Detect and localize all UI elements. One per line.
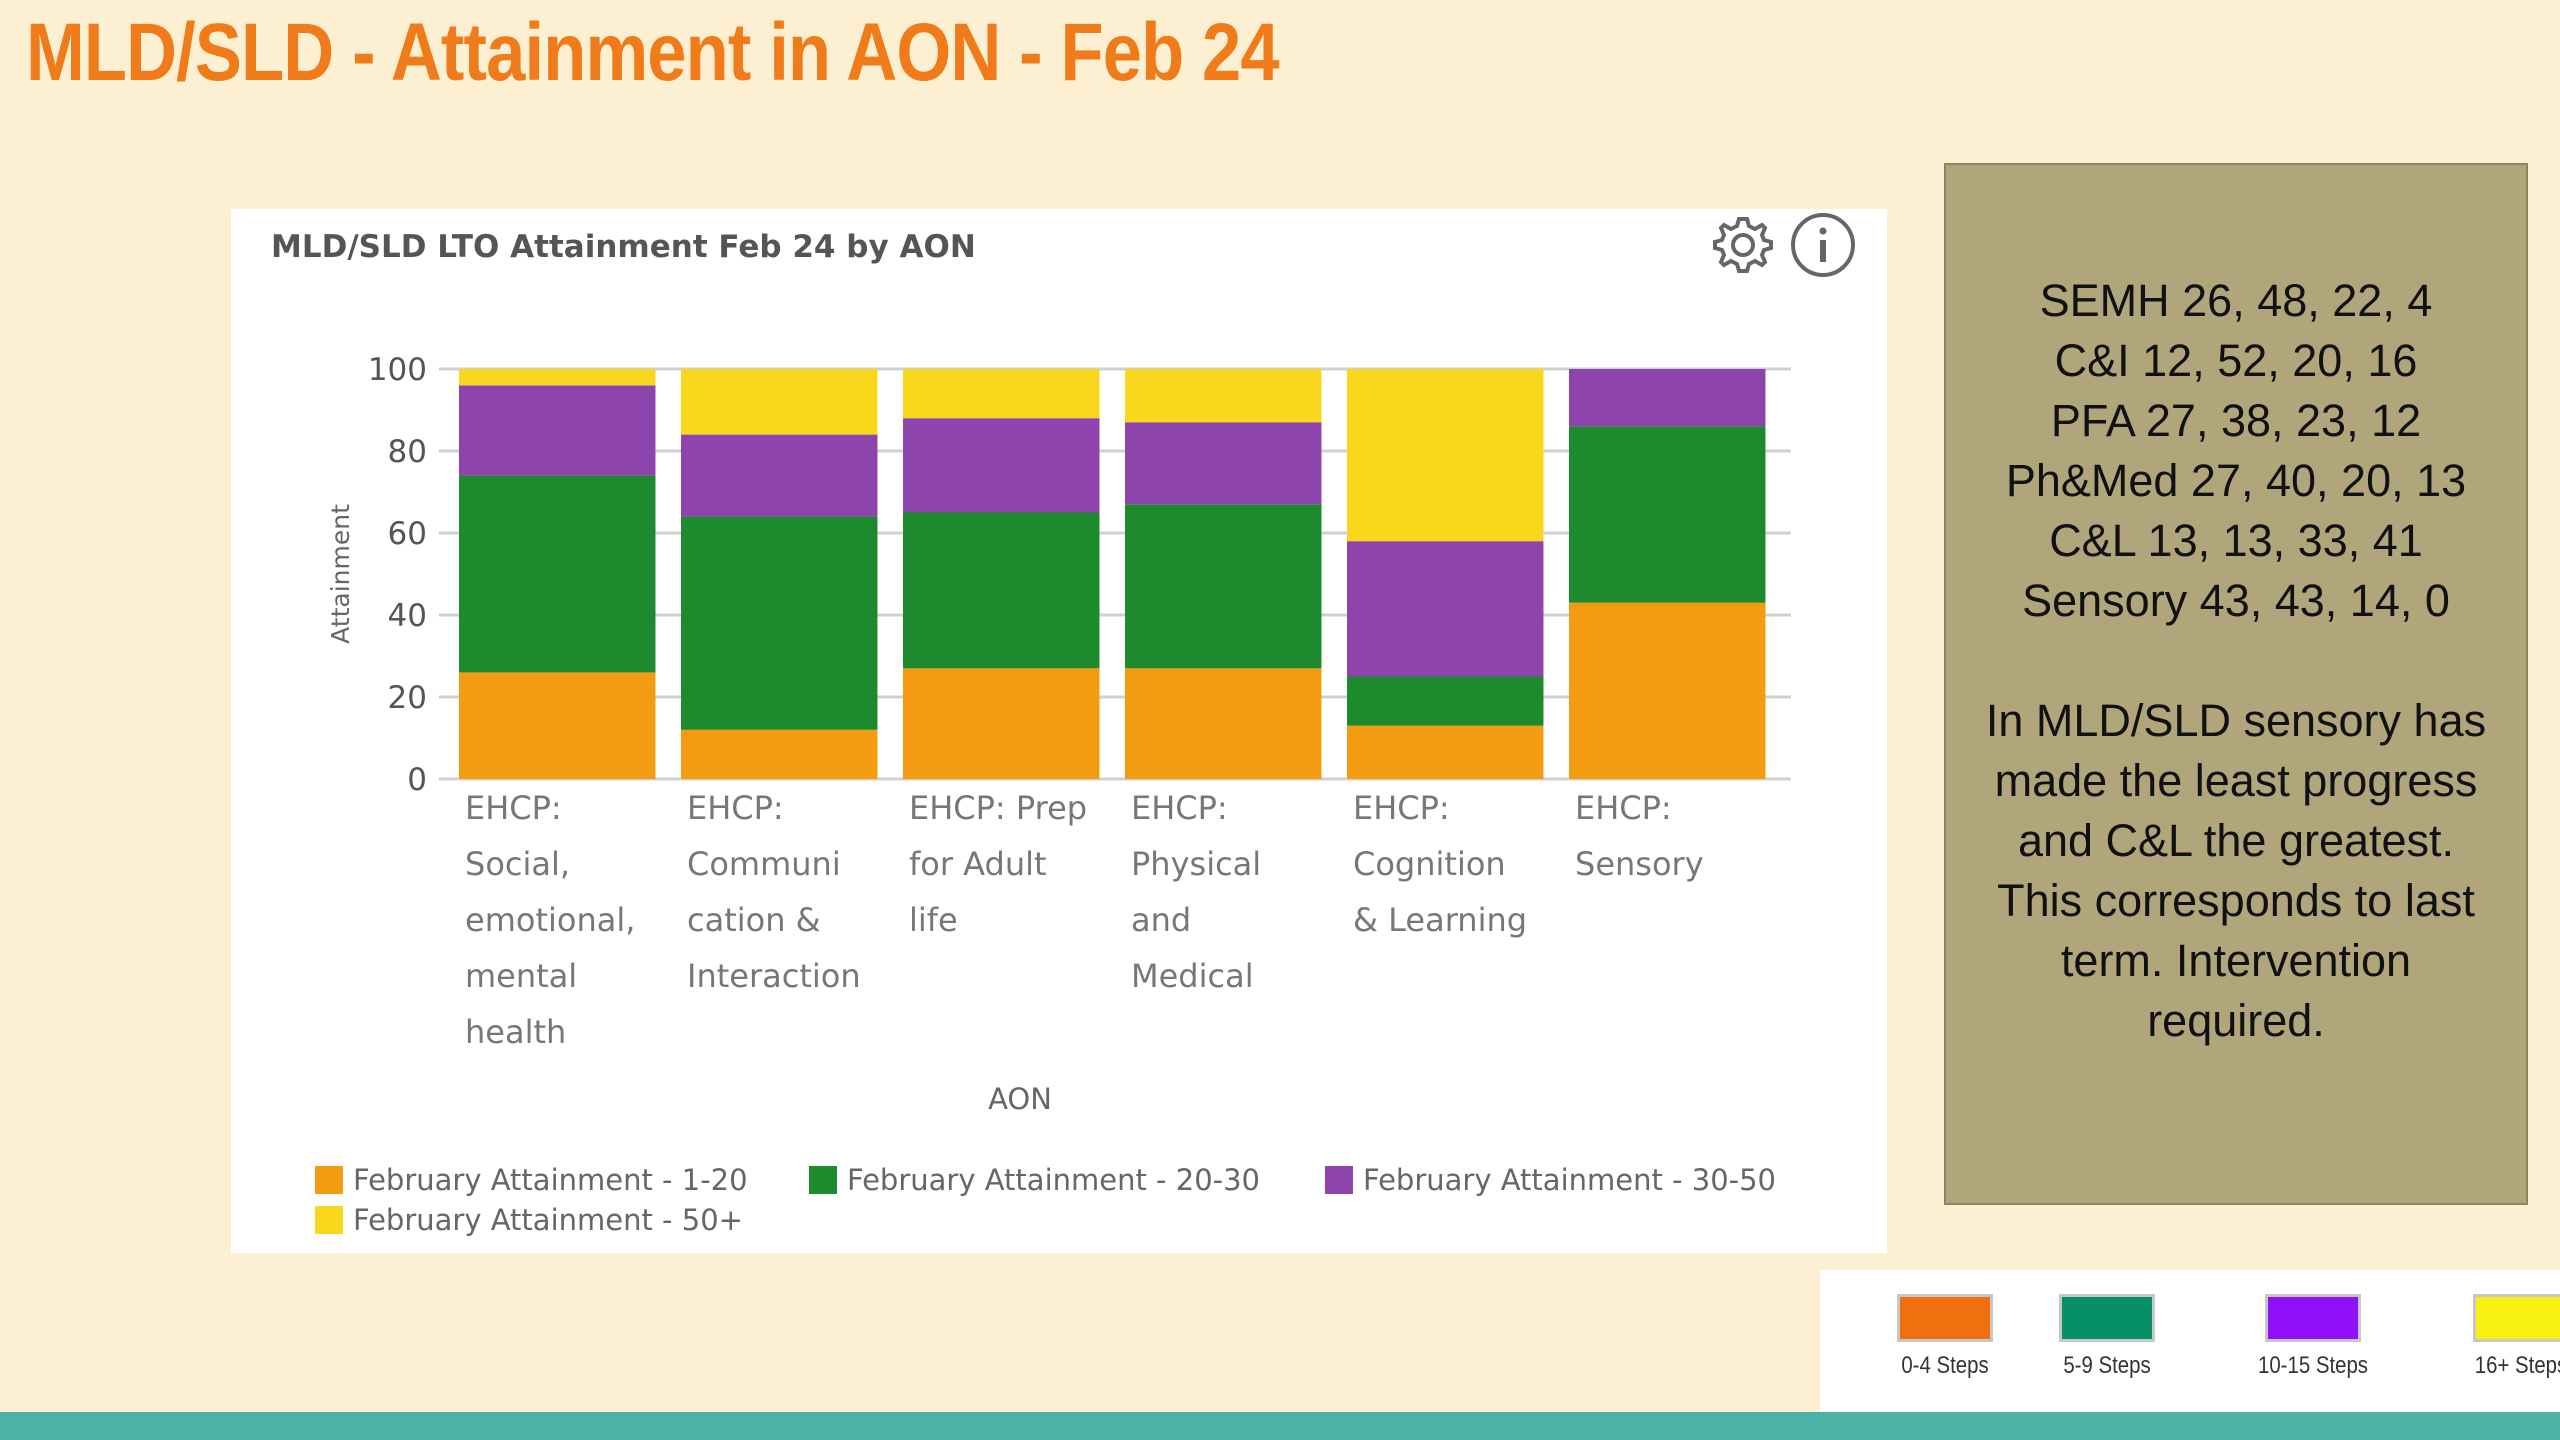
bar-segment [903, 512, 1100, 669]
notes-summary: In MLD/SLD sensory has made the least pr… [1985, 695, 2487, 1046]
steps-label: 5-9 Steps [2063, 1352, 2151, 1379]
steps-swatch [1897, 1294, 1993, 1342]
chart-title: MLD/SLD LTO Attainment Feb 24 by AON [271, 229, 976, 265]
bar-segment [1125, 422, 1322, 505]
chart-card: MLD/SLD LTO Attainment Feb 24 by AON 0 20… [231, 209, 1887, 1253]
x-tick-label: EHCP: Physical and Medical [1131, 789, 1261, 995]
bar-segment [1347, 369, 1544, 542]
legend-label: February Attainment - 20-30 [847, 1163, 1261, 1197]
bar-segment [1125, 369, 1322, 423]
legend-swatch [315, 1206, 343, 1234]
x-tick-label: EHCP: Communi cation & Interaction [687, 789, 861, 995]
steps-label: 16+ Steps [2474, 1352, 2560, 1379]
y-tick-label: 20 [388, 680, 427, 716]
steps-key-item: 10-15 Steps [2238, 1294, 2388, 1380]
note-line-phmed: Ph&Med 27, 40, 20, 13 [2005, 455, 2467, 506]
legend-item[interactable]: February Attainment - 50+ [315, 1203, 743, 1237]
bar-segment [459, 369, 656, 386]
legend-swatch [315, 1166, 343, 1194]
bar-segment [1569, 369, 1766, 427]
bar-segment [903, 418, 1100, 513]
note-line-semh: SEMH 26, 48, 22, 4 [2039, 275, 2433, 326]
notes-panel: SEMH 26, 48, 22, 4 C&I 12, 52, 20, 16 PF… [1944, 163, 2528, 1205]
note-line-sensory: Sensory 43, 43, 14, 0 [2022, 575, 2450, 626]
bar-segment [1347, 676, 1544, 726]
steps-key-item: 16+ Steps [2446, 1294, 2560, 1380]
note-line-ci: C&I 12, 52, 20, 16 [2054, 335, 2418, 386]
bar-segment [1569, 602, 1766, 779]
y-tick-label: 100 [368, 352, 427, 388]
legend-label: February Attainment - 1-20 [353, 1163, 748, 1197]
bar-segment [681, 434, 878, 517]
y-tick-label: 40 [388, 598, 427, 634]
info-icon[interactable] [1787, 209, 1859, 281]
legend-swatch [809, 1166, 837, 1194]
steps-key-item: 5-9 Steps [2032, 1294, 2182, 1380]
legend-swatch [1325, 1166, 1353, 1194]
bar-segment [1347, 541, 1544, 677]
stacked-bar-chart: 0 20 40 60 80 100 Attainment EHCP: Social, emotio… [326, 352, 1791, 1116]
y-axis-label: Attainment [326, 504, 355, 644]
slide-title: MLD/SLD - Attainment in AON - Feb 24 [26, 7, 1280, 98]
steps-key: 0-4 Steps 5-9 Steps 10-15 Steps 16+ Step… [1820, 1270, 2560, 1412]
bar-segment [459, 672, 656, 779]
x-tick-label: EHCP: Cognition & Learning [1353, 789, 1527, 939]
bar-segment [1569, 426, 1766, 603]
footer-bar [0, 1412, 2560, 1440]
x-tick-label: EHCP: Social, emotional, mental health [465, 789, 635, 1051]
legend-item[interactable]: February Attainment - 1-20 [315, 1163, 748, 1197]
note-line-pfa: PFA 27, 38, 23, 12 [2050, 395, 2422, 446]
bar-segment [1347, 725, 1544, 779]
bar-segment [903, 369, 1100, 419]
legend-item[interactable]: February Attainment - 30-50 [1325, 1163, 1776, 1197]
steps-label: 10-15 Steps [2257, 1352, 2368, 1379]
bar-segment [1125, 668, 1322, 779]
y-tick-label: 0 [407, 762, 427, 798]
bar-segment [903, 668, 1100, 779]
steps-key-item: 0-4 Steps [1870, 1294, 2020, 1380]
bar-segment [681, 369, 878, 435]
bar-segment [459, 475, 656, 673]
x-axis-label: AON [988, 1082, 1052, 1116]
bar-segment [681, 729, 878, 779]
x-tick-label: EHCP: Prep for Adult life [909, 789, 1087, 939]
bar-segment [681, 516, 878, 730]
y-tick-label: 80 [388, 434, 427, 470]
steps-swatch [2265, 1294, 2361, 1342]
gear-icon[interactable] [1707, 209, 1779, 281]
legend-label: February Attainment - 50+ [353, 1203, 743, 1237]
y-tick-label: 60 [388, 516, 427, 552]
bar-segment [459, 385, 656, 476]
legend-item[interactable]: February Attainment - 20-30 [809, 1163, 1260, 1197]
steps-swatch [2059, 1294, 2155, 1342]
note-line-cl: C&L 13, 13, 33, 41 [2049, 515, 2423, 566]
bar-segment [1125, 504, 1322, 669]
x-tick-label: EHCP: Sensory [1575, 789, 1704, 883]
steps-label: 0-4 Steps [1901, 1352, 1989, 1379]
legend-label: February Attainment - 30-50 [1363, 1163, 1777, 1197]
steps-swatch [2473, 1294, 2560, 1342]
